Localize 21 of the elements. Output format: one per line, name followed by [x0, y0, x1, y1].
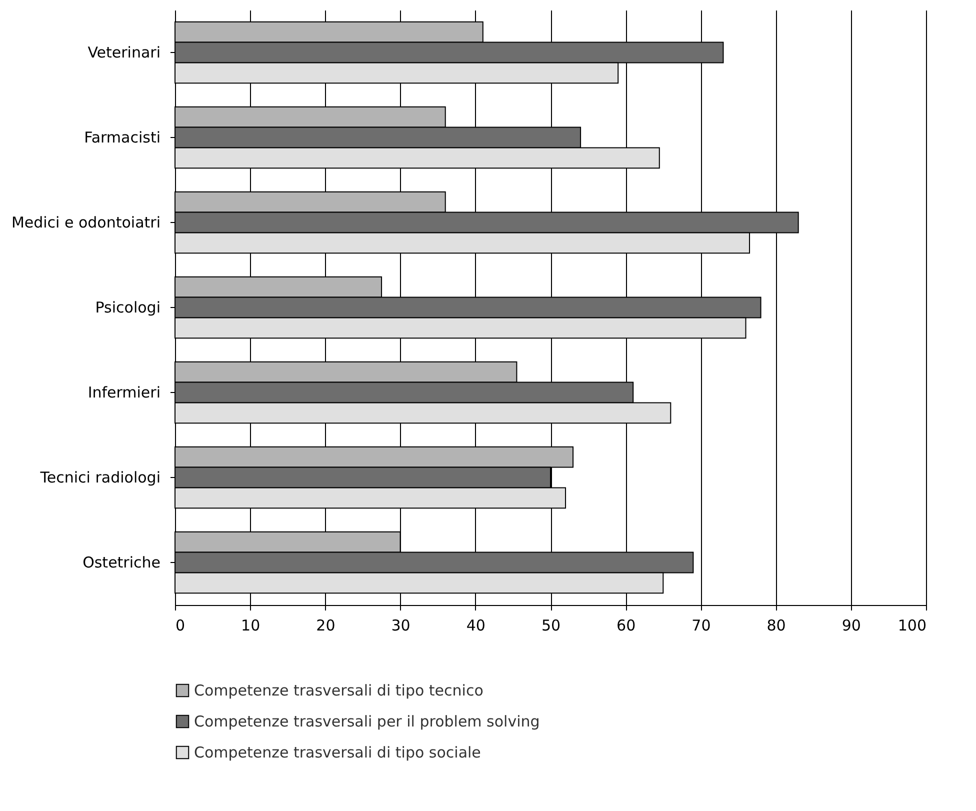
y-tick-label: Psicologi: [95, 298, 160, 316]
y-tick-label: Tecnici radiologi: [39, 468, 160, 486]
legend-label: Competenze trasversali di tipo tecnico: [194, 682, 484, 700]
y-tick-label: Infermieri: [88, 384, 160, 402]
y-tick-label: Farmacisti: [84, 128, 160, 146]
x-tick-label: 90: [842, 616, 861, 634]
legend-label: Competenze trasversali di tipo sociale: [194, 744, 481, 762]
x-tick-label: 10: [241, 616, 260, 634]
legend-label: Competenze trasversali per il problem solving: [194, 712, 540, 730]
x-tick-label: 0: [176, 616, 186, 634]
x-tick-label: 40: [466, 616, 486, 634]
x-tick-label: 80: [766, 616, 786, 634]
y-tick-label: Veterinari: [88, 44, 160, 62]
x-tick-label: 100: [898, 616, 926, 634]
y-tick-label: Medici e odontoiatri: [11, 214, 160, 232]
x-tick-label: 70: [692, 616, 711, 634]
y-tick-label: Ostetriche: [82, 554, 160, 572]
x-tick-label: 50: [541, 616, 561, 634]
x-tick-label: 30: [391, 616, 410, 634]
x-tick-label: 60: [616, 616, 636, 634]
x-tick-label: 20: [316, 616, 336, 634]
